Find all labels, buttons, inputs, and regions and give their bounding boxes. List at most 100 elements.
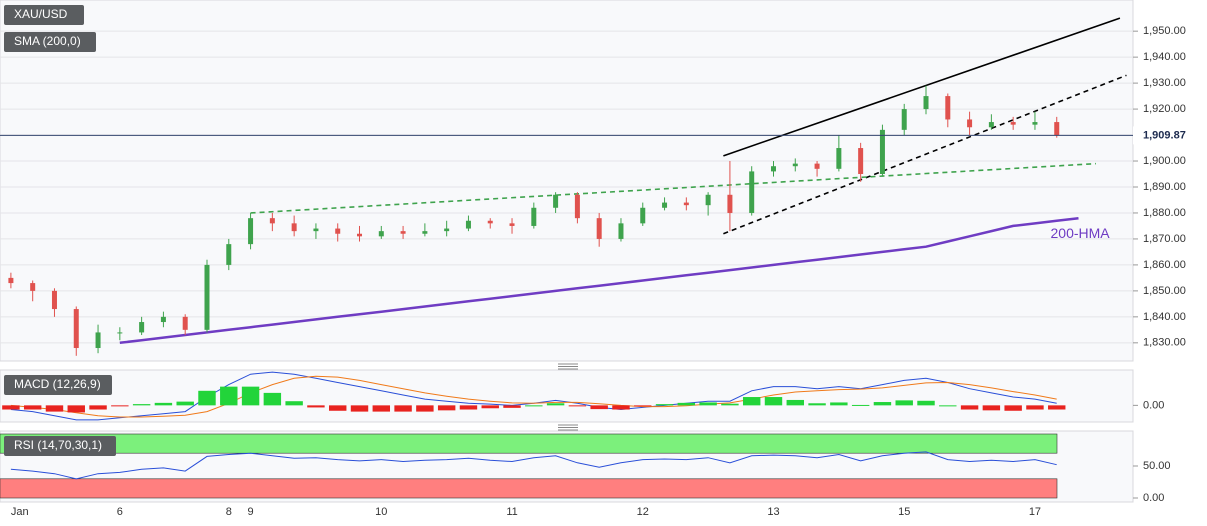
- histogram-bar: [939, 405, 957, 407]
- candle-body: [204, 264, 210, 330]
- candle-body: [95, 332, 101, 349]
- histogram-bar: [307, 405, 325, 408]
- candle-body: [1032, 122, 1038, 125]
- histogram-bar: [132, 404, 151, 406]
- candle-body: [465, 220, 471, 229]
- candle-body: [73, 309, 79, 349]
- candle-body: [1054, 122, 1060, 136]
- candle-body: [335, 228, 341, 234]
- histogram-bar: [154, 402, 173, 406]
- candle-body: [30, 283, 36, 291]
- x-tick-label: 12: [637, 506, 649, 518]
- y-tick-label: 0.00: [1143, 492, 1164, 504]
- candle-body: [553, 194, 559, 208]
- y-tick-label: 50.00: [1143, 460, 1171, 472]
- candle-body: [117, 332, 123, 334]
- trend-line: [723, 17, 1121, 157]
- histogram-bar: [634, 405, 652, 407]
- candle-body: [378, 231, 384, 237]
- rsi-line: [10, 451, 1057, 480]
- candle-body: [836, 148, 842, 169]
- rsi-label: RSI (14,70,30,1): [14, 438, 102, 452]
- panel-divider[interactable]: [558, 363, 578, 370]
- y-tick-label: 1,930.00: [1143, 77, 1186, 89]
- y-tick-label: 1,860.00: [1143, 259, 1186, 271]
- x-tick-label: 8: [226, 506, 232, 518]
- last-price-tag: [1133, 126, 1205, 145]
- candle-body: [1010, 122, 1016, 125]
- candle-body: [879, 129, 885, 175]
- candle-body: [531, 207, 537, 226]
- candle-body: [422, 231, 428, 234]
- histogram-bar: [198, 390, 216, 406]
- candle-body: [596, 218, 602, 239]
- histogram-bar: [808, 403, 826, 406]
- y-tick-label: 1,950.00: [1143, 25, 1186, 37]
- histogram-bar: [982, 405, 1001, 411]
- candle-body: [444, 228, 450, 232]
- candle-body: [988, 122, 994, 128]
- zone-band: [0, 478, 1058, 499]
- x-tick-label: 15: [898, 506, 910, 518]
- legend-tag[interactable]: MACD (12,26,9): [4, 375, 112, 395]
- histogram-bar: [285, 401, 303, 406]
- candle-body: [749, 171, 755, 213]
- histogram-bar: [437, 405, 456, 411]
- marks: 1,830.00 1,840.00 1,850.00 1,860.00 1,870.00…: [0, 17, 1205, 518]
- histogram-bar: [612, 405, 630, 410]
- candle-body: [814, 163, 820, 169]
- candle-body: [357, 233, 363, 237]
- histogram-bar: [459, 405, 478, 410]
- macd-line: [10, 375, 1057, 418]
- trend-line: [723, 74, 1127, 235]
- x-tick-label: Jan: [11, 506, 29, 518]
- candle-body: [509, 223, 515, 226]
- histogram-bar: [764, 397, 783, 406]
- histogram-bar: [176, 401, 194, 406]
- histogram-bar: [742, 397, 761, 406]
- last-price-label: 1,909.87: [1143, 129, 1186, 141]
- candle-body: [487, 220, 493, 224]
- y-tick-label: 0.00: [1143, 399, 1164, 411]
- candle-body: [313, 228, 319, 232]
- candle-body: [901, 109, 907, 130]
- y-tick-label: 1,890.00: [1143, 181, 1186, 193]
- legend-tag[interactable]: RSI (14,70,30,1): [4, 436, 116, 456]
- candle-body: [945, 96, 951, 120]
- candle-body: [967, 119, 973, 128]
- candle-body: [291, 223, 297, 232]
- candle-body: [574, 194, 580, 219]
- histogram-bar: [851, 404, 870, 406]
- y-tick-label: 1,900.00: [1143, 155, 1186, 167]
- panel-divider[interactable]: [558, 424, 578, 431]
- line-label: 200-HMA: [1051, 225, 1111, 241]
- legend-tag[interactable]: XAU/USD: [4, 5, 84, 25]
- histogram-bar: [89, 405, 107, 410]
- histogram-bar: [568, 405, 587, 407]
- candle-body: [858, 148, 864, 175]
- candle-body: [705, 194, 711, 206]
- histogram-bar: [655, 404, 674, 406]
- histogram-bar: [372, 405, 391, 412]
- x-tick-label: 17: [1029, 506, 1041, 518]
- histogram-bar: [241, 386, 260, 406]
- histogram-bar: [786, 399, 804, 406]
- histogram-bar: [1048, 405, 1066, 410]
- candle-body: [182, 316, 188, 330]
- candle-body: [269, 218, 275, 224]
- histogram-bar: [546, 403, 565, 406]
- histogram-bar: [1004, 405, 1022, 411]
- histogram-bar: [45, 405, 64, 412]
- candle-body: [792, 163, 798, 167]
- candle-body: [923, 96, 929, 110]
- legend-tag[interactable]: SMA (200,0): [4, 32, 96, 52]
- histogram-bar: [23, 405, 42, 410]
- histogram-bar: [590, 405, 608, 410]
- candle-body: [51, 290, 57, 310]
- histogram-bar: [220, 386, 238, 406]
- macd-label: MACD (12,26,9): [14, 377, 101, 391]
- histogram-bar: [895, 400, 913, 406]
- candle-body: [683, 202, 689, 206]
- macd-panel: [0, 369, 1134, 423]
